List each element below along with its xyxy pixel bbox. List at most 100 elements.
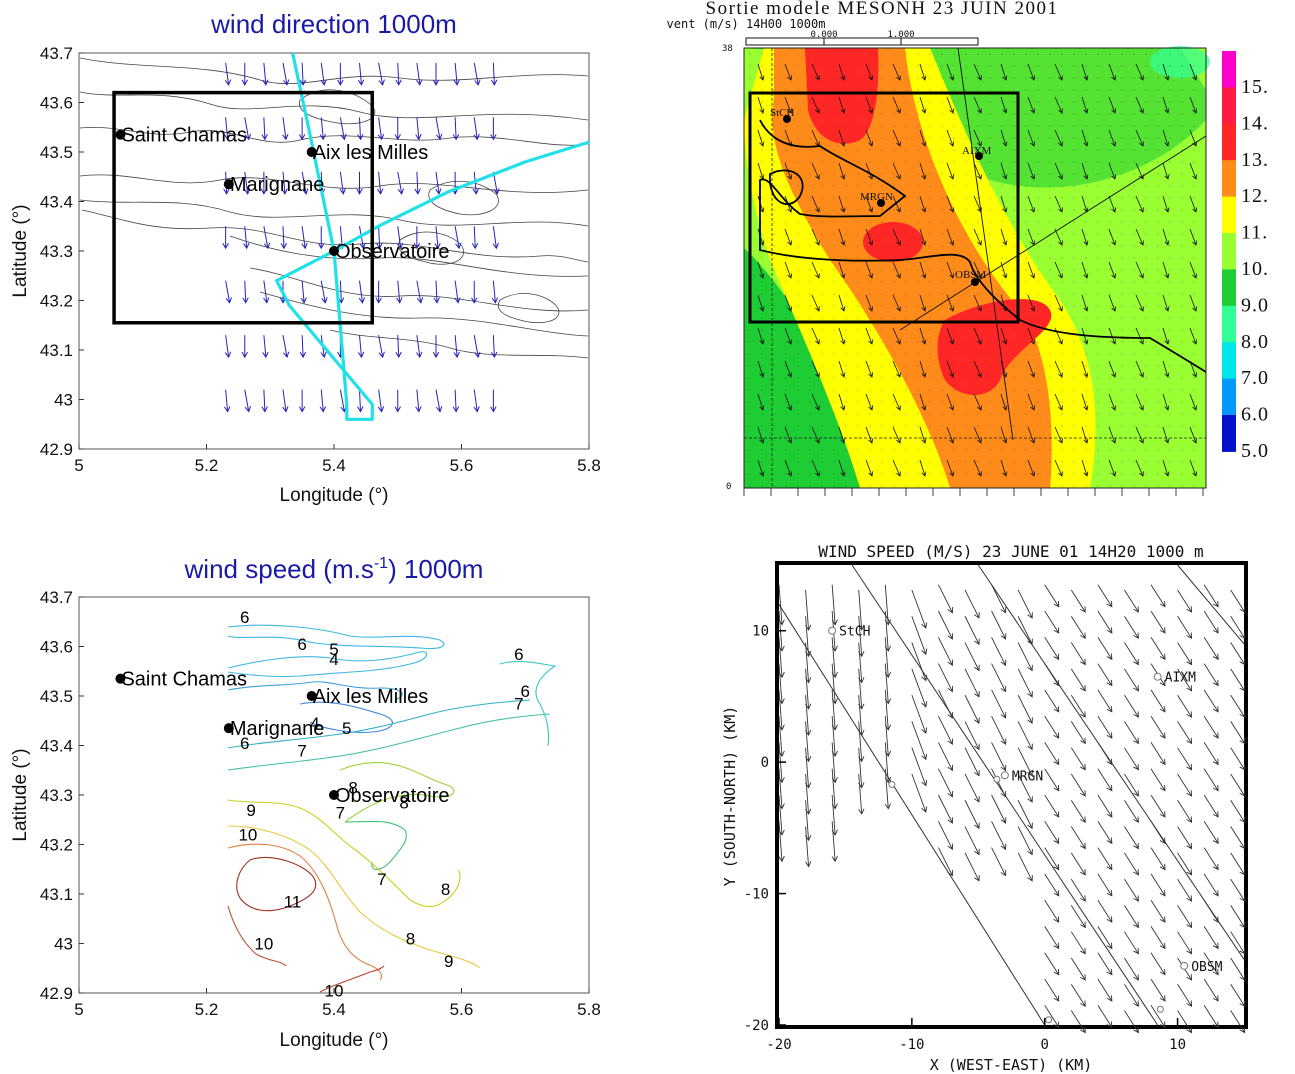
grid-dot [1097, 65, 1099, 67]
grid-dot [1109, 245, 1111, 247]
grid-dot [1109, 449, 1111, 451]
grid-dot [1049, 221, 1051, 223]
wind-arrow [1189, 162, 1198, 180]
grid-dot [785, 89, 787, 91]
grid-dot [1181, 317, 1183, 319]
grid-dot [785, 413, 787, 415]
grid-dot [1109, 485, 1111, 487]
grid-dot [1193, 101, 1195, 103]
colorbar-swatch [1222, 269, 1236, 307]
grid-dot [761, 221, 763, 223]
wind-arrow [244, 389, 252, 413]
wind-arrow [1017, 668, 1033, 698]
grid-dot [1181, 137, 1183, 139]
wind-arrow [865, 393, 874, 411]
grid-dot [1109, 209, 1111, 211]
terrain-contour [79, 57, 589, 85]
grid-dot [1025, 305, 1027, 307]
grid-dot [773, 485, 775, 487]
grid-dot [773, 377, 775, 379]
grid-dot [977, 485, 979, 487]
grid-dot [1085, 65, 1087, 67]
grid-dot [1169, 233, 1171, 235]
wind-arrow [473, 335, 481, 359]
grid-dot [989, 65, 991, 67]
grid-dot [869, 101, 871, 103]
grid-dot [1085, 353, 1087, 355]
grid-dot [1037, 449, 1039, 451]
wind-arrow [300, 280, 307, 304]
grid-dot [989, 377, 991, 379]
grid-dot [1073, 209, 1075, 211]
wind-arrow [1044, 768, 1060, 792]
grid-dot [941, 209, 943, 211]
grid-dot [1001, 425, 1003, 427]
wind-arrow [1017, 800, 1033, 830]
wind-arrow [1177, 773, 1193, 797]
grid-dot [1169, 161, 1171, 163]
wind-arrow [1108, 426, 1117, 444]
wind-arrow [357, 389, 364, 413]
waypoint-marker [993, 775, 1001, 783]
grid-dot [1049, 485, 1051, 487]
grid-dot [1001, 317, 1003, 319]
grid-dot [785, 389, 787, 391]
grid-dot [929, 425, 931, 427]
grid-dot [905, 77, 907, 79]
wind-arrow [1230, 905, 1246, 929]
wind-arrow [964, 773, 980, 803]
grid-dot [1061, 377, 1063, 379]
grid-dot [857, 257, 859, 259]
grid-dot [1085, 137, 1087, 139]
wind-arrow [991, 663, 1007, 693]
grid-dot [845, 377, 847, 379]
wind-arrow [1027, 96, 1036, 114]
grid-dot [833, 389, 835, 391]
grid-dot [1049, 173, 1051, 175]
grid-dot [929, 257, 931, 259]
wind-arrow [1097, 637, 1113, 661]
wind-arrow [261, 389, 268, 413]
grid-dot [797, 449, 799, 451]
grid-dot [929, 89, 931, 91]
grid-dot [1013, 149, 1015, 151]
speed-contour [344, 820, 407, 871]
wind-arrow [280, 226, 287, 250]
wind-arrow [1081, 261, 1089, 279]
grid-dot [1013, 305, 1015, 307]
wind-arrow [919, 228, 927, 246]
grid-dot [905, 425, 907, 427]
flight-line [899, 135, 1207, 331]
grid-dot [773, 149, 775, 151]
grid-dot [1109, 233, 1111, 235]
grid-dot [785, 149, 787, 151]
y-tick-label: 43.5 [40, 687, 73, 706]
grid-dot [1037, 173, 1039, 175]
grid-dot [845, 137, 847, 139]
grid-dot [797, 149, 799, 151]
grid-dot [965, 53, 967, 55]
site-marker [223, 723, 234, 734]
grid-dot [881, 113, 883, 115]
wind-arrow [991, 715, 1007, 745]
grid-dot [833, 221, 835, 223]
colorbar-label: 11. [1241, 222, 1268, 244]
wind-arrow [964, 800, 980, 830]
grid-dot [1133, 53, 1135, 55]
wind-arrow [805, 826, 812, 868]
wind-arrow [473, 389, 480, 413]
grid-dot [917, 89, 919, 91]
grid-dot [1109, 89, 1111, 91]
wind-arrow [395, 62, 402, 86]
grid-dot [857, 353, 859, 355]
terrain-contour [329, 329, 589, 359]
grid-dot [917, 389, 919, 391]
grid-dot [1049, 65, 1051, 67]
grid-dot [929, 269, 931, 271]
grid-dot [857, 185, 859, 187]
grid-dot [917, 221, 919, 223]
grid-dot [857, 293, 859, 295]
contour-label: 9 [444, 952, 453, 971]
y-tick-label: 43.4 [40, 193, 73, 212]
grid-dot [845, 209, 847, 211]
